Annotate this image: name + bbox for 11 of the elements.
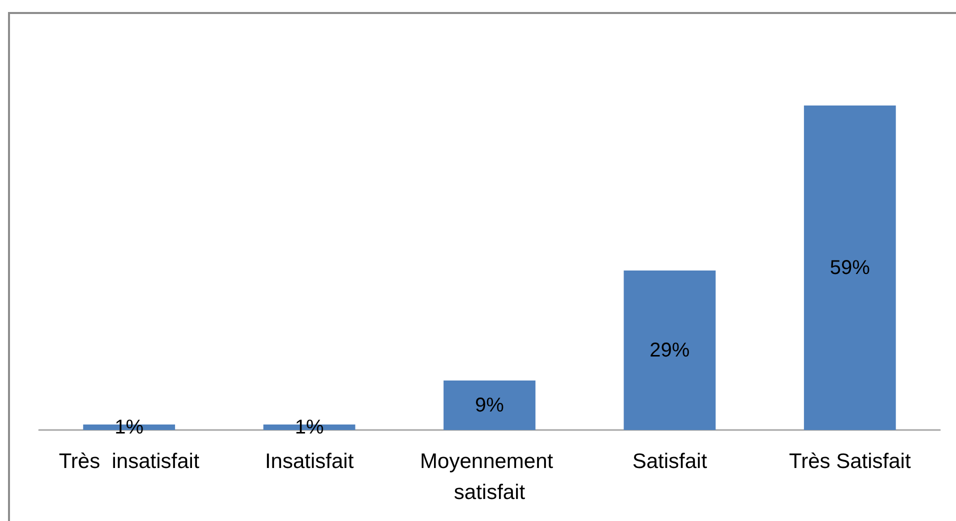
x-tick-label: Satisfait [632,450,708,473]
data-label: 9% [475,394,504,416]
data-label: 59% [830,256,870,279]
bar [444,380,536,430]
data-label: 29% [650,339,690,362]
x-tick-label: Insatisfait [264,450,354,473]
x-tick-label: Très insatisfait [58,450,200,473]
bar [624,270,716,430]
bar [804,106,896,430]
x-tick-label: Moyennement satisfait [420,450,559,504]
x-tick-label: Très Satisfait [789,450,911,473]
